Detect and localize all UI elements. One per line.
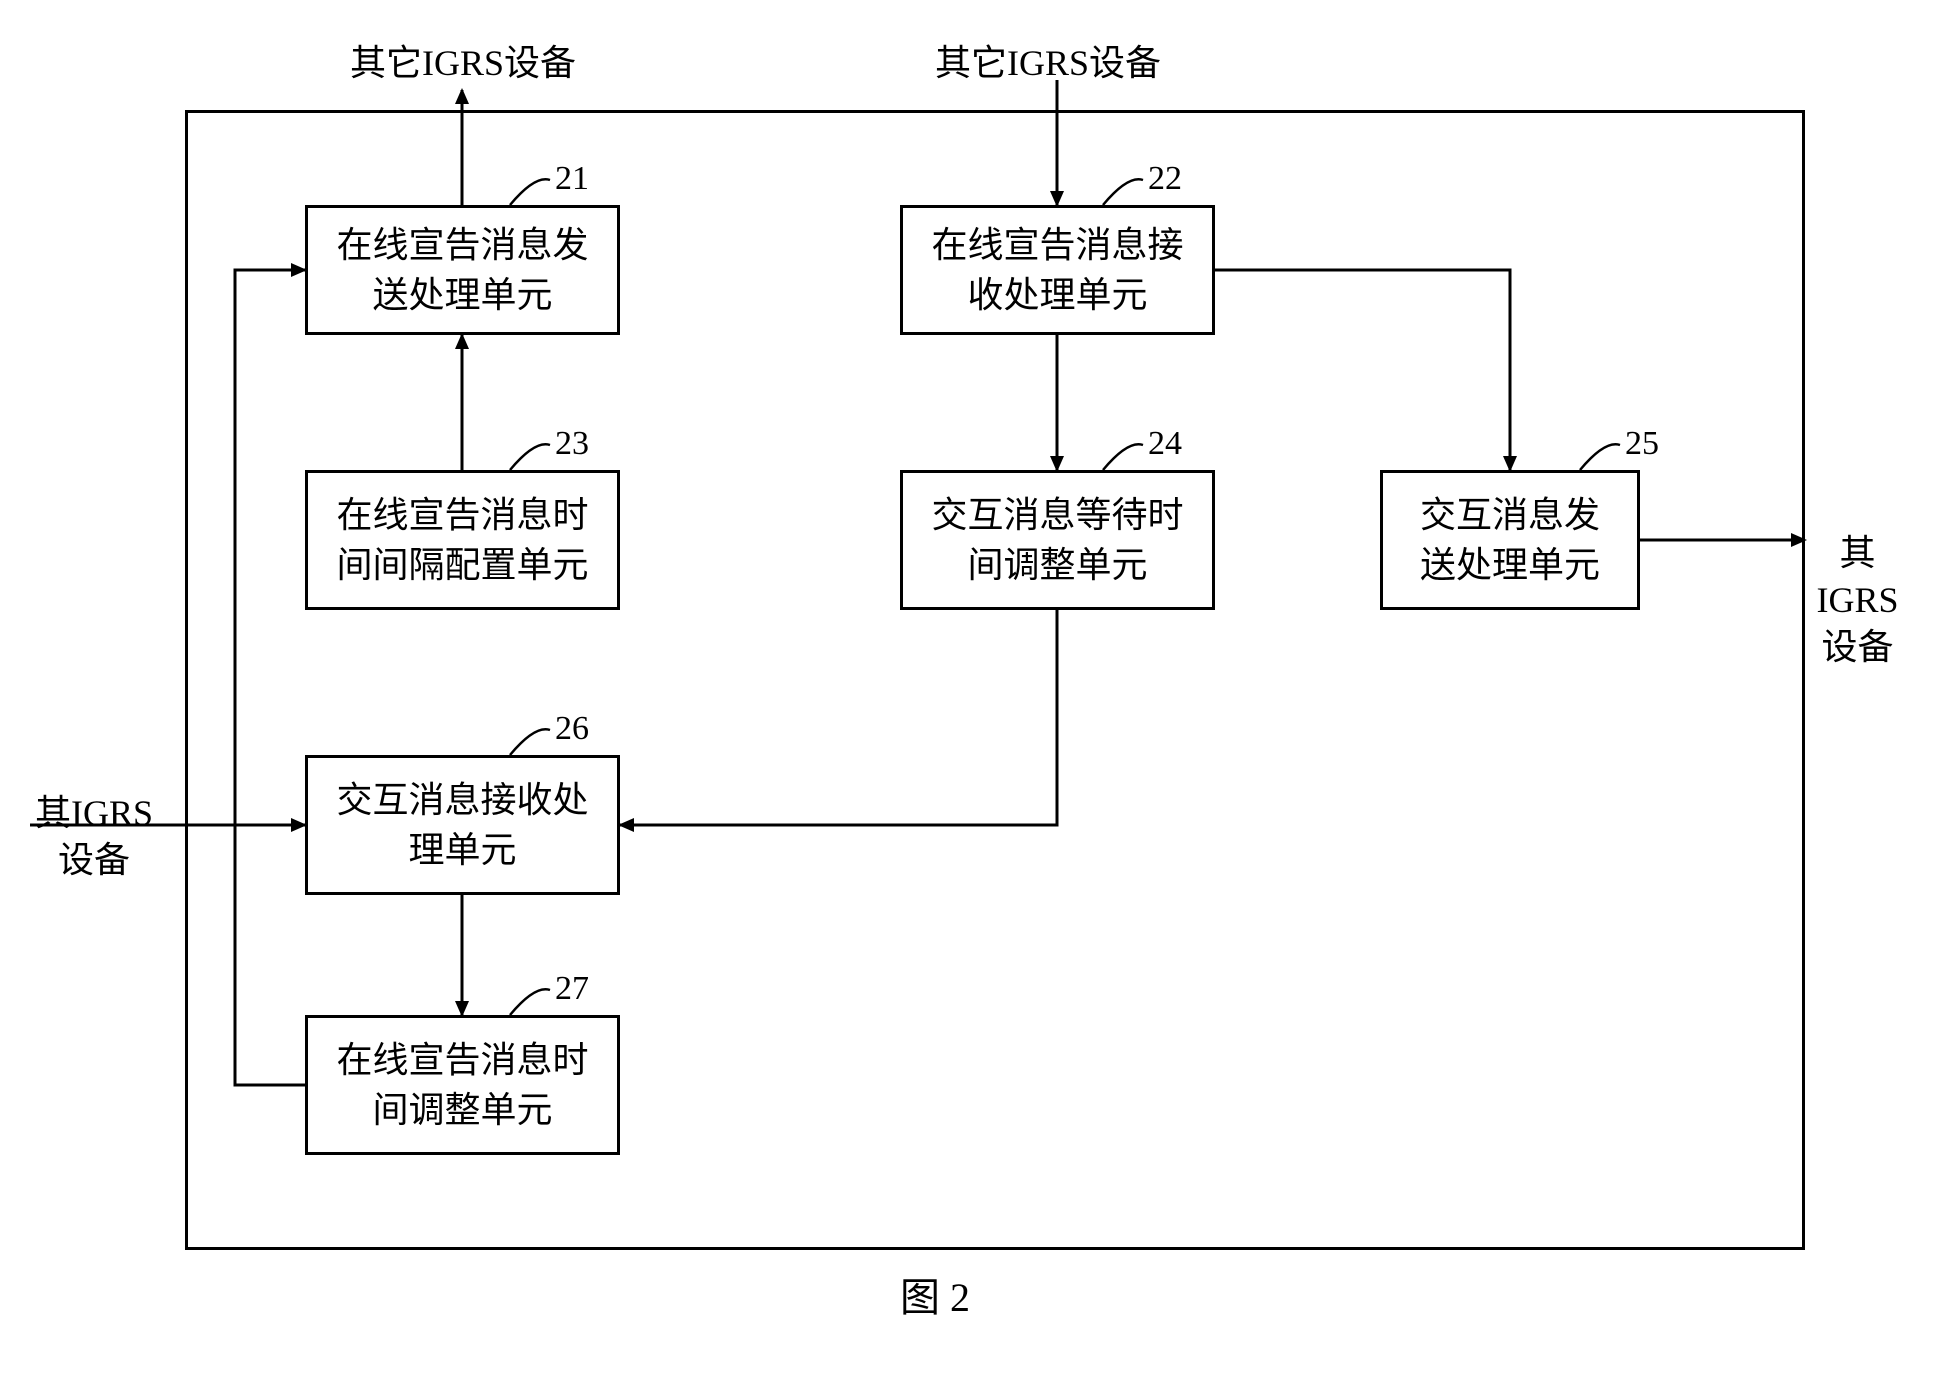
ext-label-left: 其IGRS 设备	[35, 790, 153, 884]
num-23: 23	[555, 425, 589, 463]
num-26: 26	[555, 710, 589, 748]
num-27: 27	[555, 970, 589, 1008]
diagram-root: 其它IGRS设备 其它IGRS设备 其IGRS 设备 其IGRS 设备 在线宣告…	[30, 30, 1900, 1310]
block-21: 在线宣告消息发送处理单元	[305, 205, 620, 335]
block-23: 在线宣告消息时间间隔配置单元	[305, 470, 620, 610]
num-24: 24	[1148, 425, 1182, 463]
num-25: 25	[1625, 425, 1659, 463]
block-26: 交互消息接收处理单元	[305, 755, 620, 895]
ext-label-top-left: 其它IGRS设备	[350, 40, 576, 87]
num-22: 22	[1148, 160, 1182, 198]
num-21: 21	[555, 160, 589, 198]
figure-caption: 图 2	[900, 1265, 970, 1323]
ext-label-top-right: 其它IGRS设备	[935, 40, 1161, 87]
block-22: 在线宣告消息接收处理单元	[900, 205, 1215, 335]
block-25: 交互消息发送处理单元	[1380, 470, 1640, 610]
block-27: 在线宣告消息时间调整单元	[305, 1015, 620, 1155]
block-24: 交互消息等待时间调整单元	[900, 470, 1215, 610]
ext-label-right: 其IGRS 设备	[1815, 530, 1900, 670]
